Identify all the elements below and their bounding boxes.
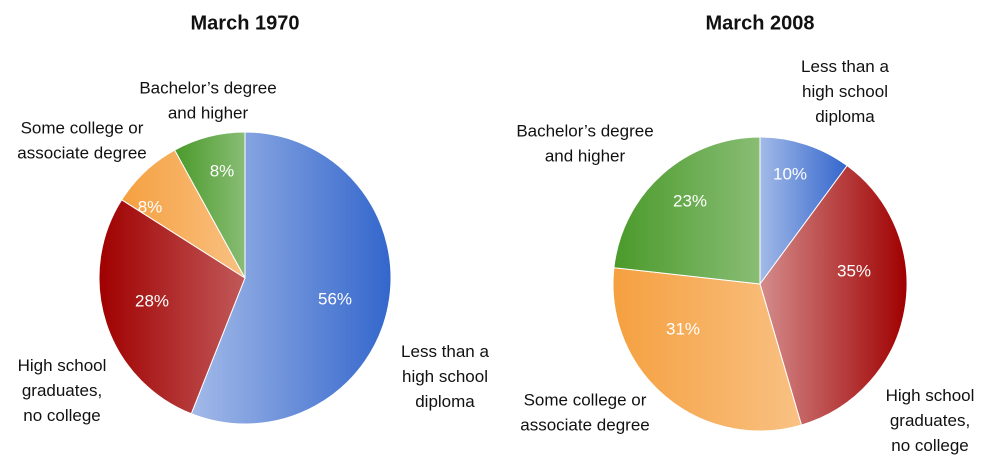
pie-slice: [759, 164, 908, 426]
slice-category-label: Less than a high school diploma: [801, 57, 889, 126]
slice-value-label: 28%: [135, 291, 169, 310]
pie-slice: [612, 267, 803, 432]
slice-value-label: 8%: [138, 197, 163, 216]
slice-category-label: High school graduates, no college: [18, 356, 107, 425]
slice-category-label: Some college or associate degree: [17, 119, 146, 163]
slice-category-label: Some college or associate degree: [520, 391, 649, 435]
slice-value-label: 56%: [318, 289, 352, 308]
slice-value-label: 8%: [210, 161, 235, 180]
pie-slice: [98, 199, 246, 415]
slice-category-label: High school graduates, no college: [886, 386, 975, 455]
slice-value-label: 31%: [666, 319, 700, 338]
slice-value-label: 23%: [673, 191, 707, 210]
pie-slice: [190, 131, 392, 425]
chart-title: March 2008: [706, 12, 815, 34]
slice-category-label: Less than a high school diploma: [401, 342, 489, 411]
slice-value-label: 10%: [773, 164, 807, 183]
chart-title: March 1970: [191, 12, 300, 34]
slice-value-label: 35%: [837, 261, 871, 280]
pie-slice: [173, 131, 246, 279]
pie-slice: [759, 136, 848, 286]
pie-slice: [613, 136, 761, 285]
slice-category-label: Bachelor’s degree and higher: [139, 79, 276, 123]
slice-category-label: Bachelor’s degree and higher: [516, 122, 653, 166]
